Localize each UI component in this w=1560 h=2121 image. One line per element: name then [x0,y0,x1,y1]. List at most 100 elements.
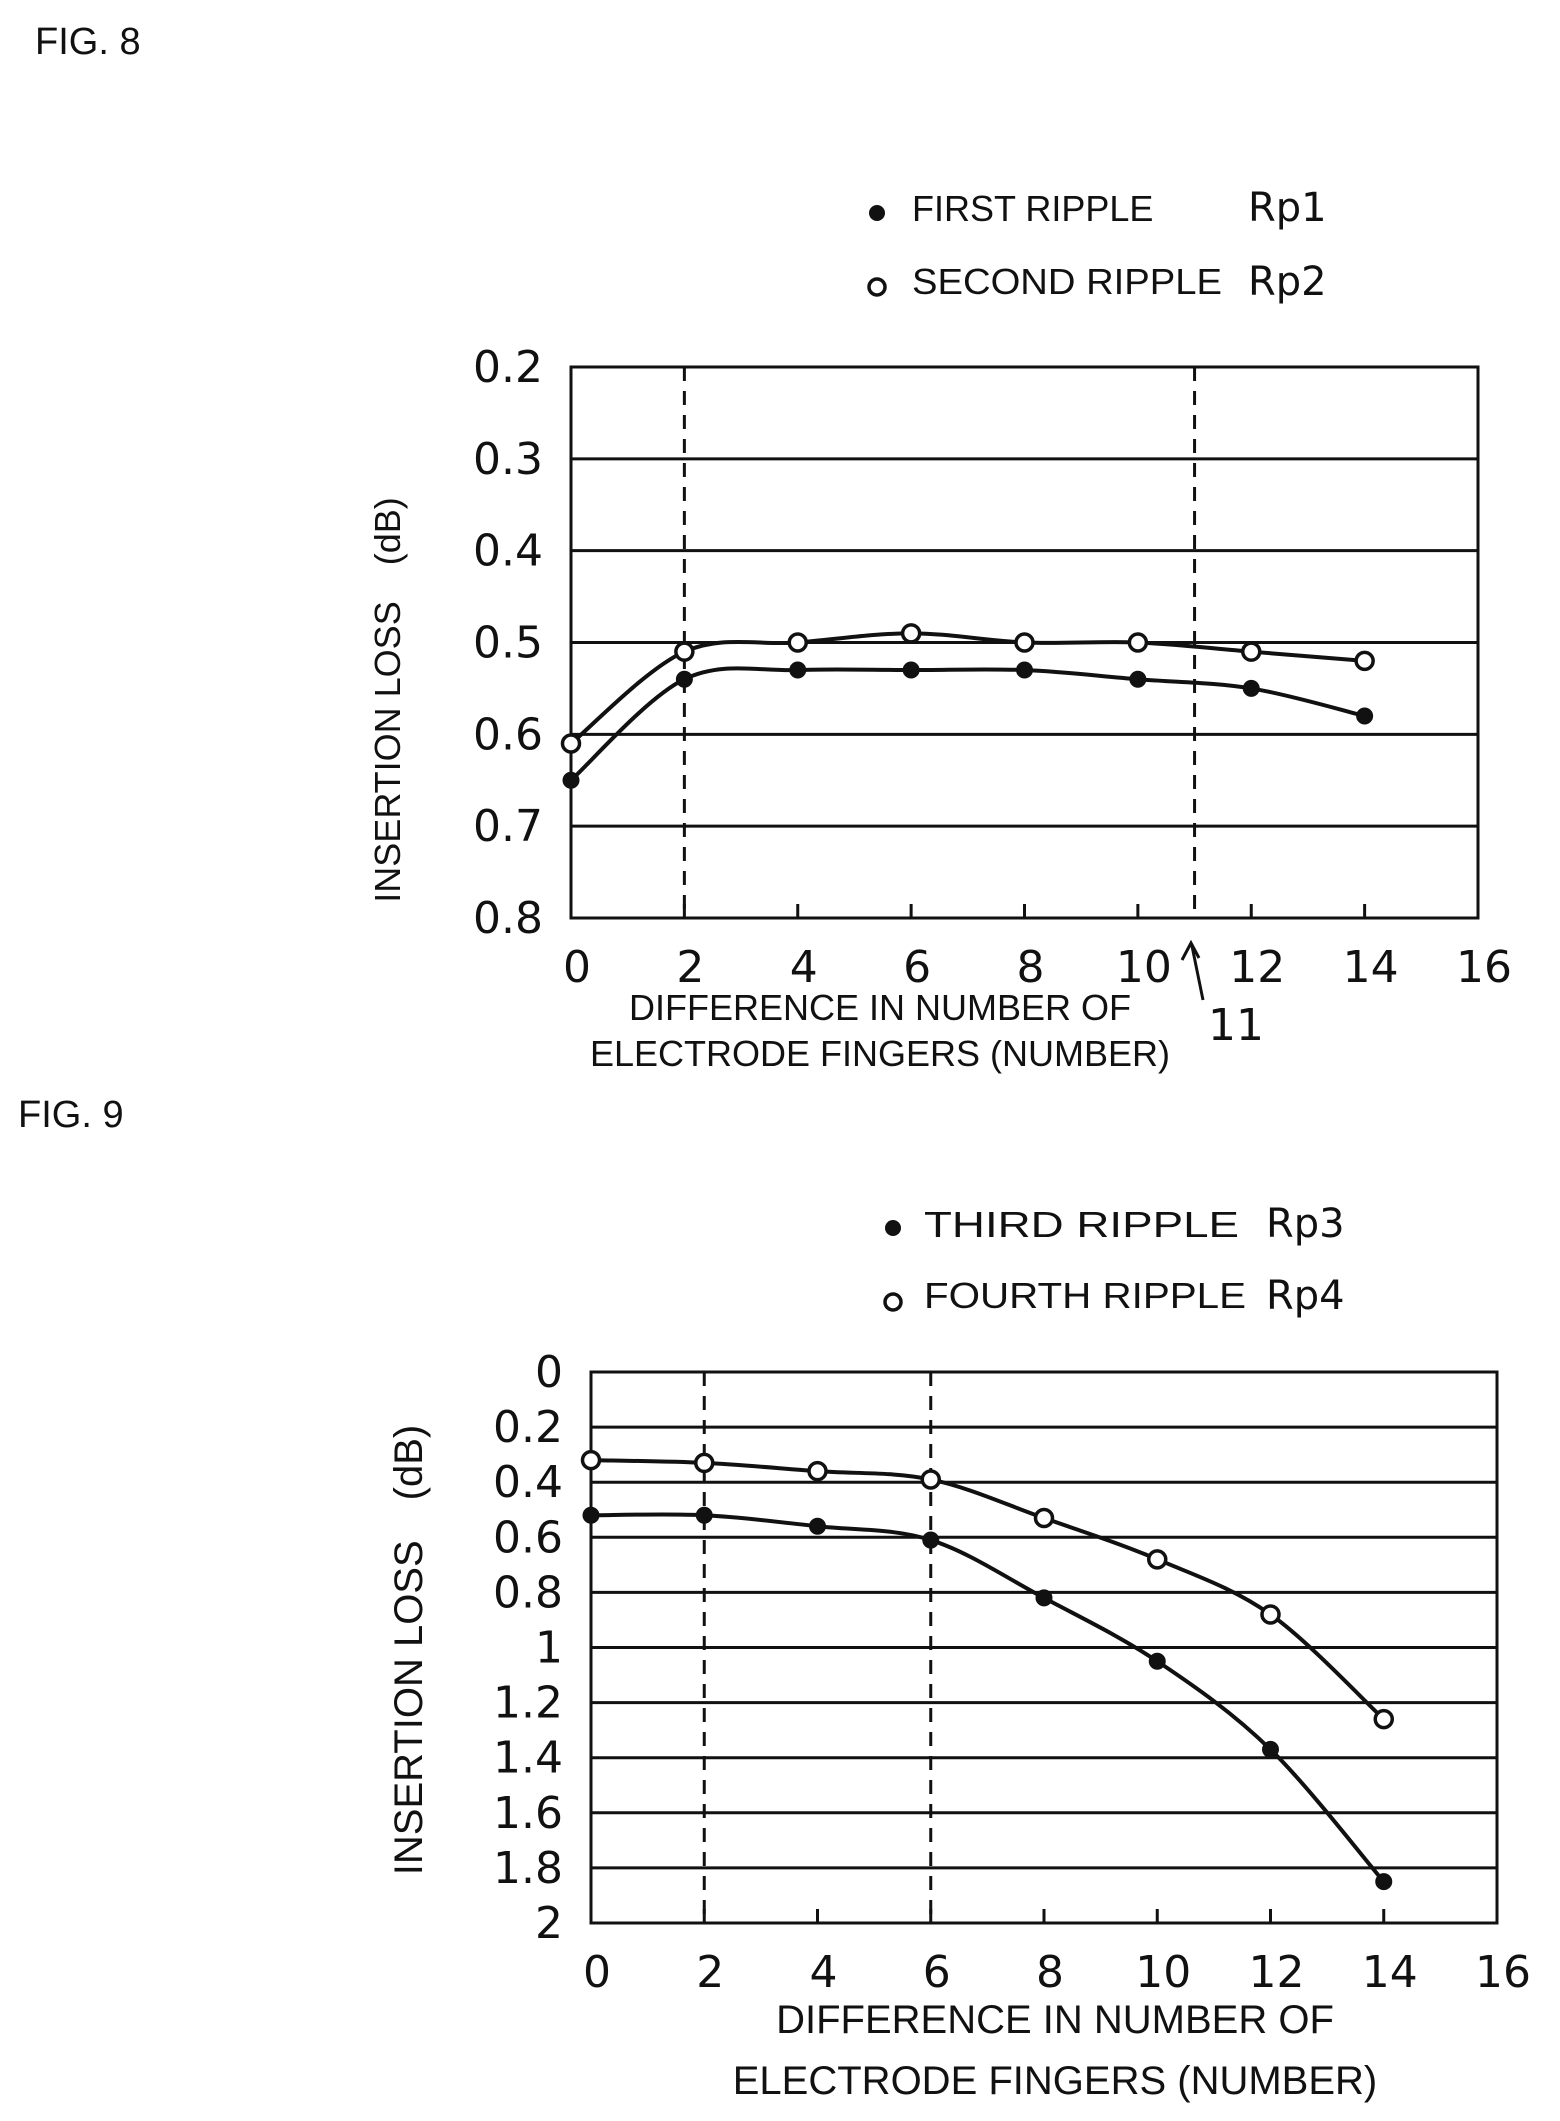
fig9-data-point-rp3 [1035,1589,1053,1607]
fig8-y-tick-label: 0.4 [473,526,543,577]
fig9-legend-marker-rp4 [883,1292,903,1312]
fig8-data-point-rp1 [1016,661,1033,679]
fig9-x-tick-label: 10 [1135,1947,1191,1998]
fig8-data-point-rp1 [902,661,920,679]
figure-9: FIG. 9 THIRD RIPPLE Rp3 FOURTH RIPPLE Rp… [18,1094,1531,2103]
fig9-series-line-rp3 [590,1512,1386,1883]
fig8-data-point-rp2 [1127,632,1149,653]
fig8-y-axis-label: INSERTION LOSS (dB) [367,497,408,902]
fig8-data-point-rp2 [787,632,808,653]
fig9-y-axis-label: INSERTION LOSS (dB) [387,1425,431,1875]
fig8-annotation-leader [1190,945,1205,1001]
fig9-y-tick-label: 1.2 [493,1678,563,1729]
fig8-data-point-rp2 [1014,632,1035,653]
fig9-data-point-rp3 [922,1531,940,1549]
fig9-x-tick-label: 2 [696,1947,724,1998]
fig8-data-point-rp2 [560,733,582,754]
fig8-data-point-rp1 [1356,707,1374,725]
fig9-data-point-rp3 [1375,1873,1393,1891]
fig8-data-point-rp1 [562,771,580,789]
fig8-data-point-rp1 [1242,679,1260,697]
fig9-y-tick-label: 1.6 [493,1788,563,1839]
fig9-x-tick-label: 14 [1362,1947,1418,1998]
fig8-x-tick-label: 4 [790,942,818,993]
fig9-data-point-rp4 [580,1449,602,1471]
fig8-legend-name-rp1: Rp1 [1248,185,1327,231]
fig9-data-point-rp3 [695,1506,713,1524]
fig9-x-tick-label: 12 [1249,1947,1305,1998]
fig9-dashed-lines [702,1372,933,1923]
fig8-data-point-rp1 [789,661,807,679]
fig8-series [560,623,1375,789]
fig8-annotation-text: 11 [1208,1000,1264,1051]
fig9-data-point-rp4 [694,1452,715,1474]
fig9-x-tick-label: 8 [1036,1947,1064,1998]
fig9-y-ticks: 00.20.40.60.811.21.41.61.82 [493,1347,563,1949]
fig8-y-tick-label: 0.3 [473,434,543,485]
fig8-legend-marker-rp2 [867,277,887,297]
fig9-x-tick-label: 0 [583,1947,611,1998]
fig8-x-tick-label: 0 [563,942,591,993]
fig9-legend-label-rp3: THIRD RIPPLE [924,1204,1239,1245]
fig9-grid [591,1425,1497,1870]
fig9-legend-label-rp4: FOURTH RIPPLE [924,1275,1246,1316]
fig9-data-point-rp4 [1373,1708,1394,1730]
fig9-y-tick-label: 1 [535,1623,563,1674]
fig8-y-tick-label: 0.5 [473,618,543,669]
fig9-label: FIG. 9 [18,1094,124,1136]
fig9-y-tick-label: 0.4 [493,1457,563,1508]
fig9-x-axis-label-line2: ELECTRODE FINGERS (NUMBER) [733,2059,1378,2103]
fig8-legend: FIRST RIPPLE Rp1 SECOND RIPPLE Rp2 [867,185,1327,305]
fig9-legend-marker-rp3 [885,1220,901,1236]
fig8-label: FIG. 8 [35,21,141,63]
fig8-data-point-rp2 [1241,641,1262,662]
fig8-legend-label-rp1: FIRST RIPPLE [912,188,1153,229]
fig9-legend-name-rp4: Rp4 [1266,1273,1345,1319]
fig9-legend-name-rp3: Rp3 [1266,1201,1345,1247]
fig9-data-point-rp4 [1260,1604,1281,1625]
fig8-x-tick-label: 14 [1343,942,1399,993]
fig8-annotation: 11 [1180,939,1264,1051]
fig8-y-tick-label: 0.7 [473,801,543,852]
fig8-y-tick-label: 0.8 [473,893,543,944]
fig9-y-tick-label: 1.4 [493,1733,563,1784]
fig9-y-tick-label: 0.6 [493,1512,563,1563]
fig8-data-point-rp2 [674,641,695,662]
figure-8: FIG. 8 FIRST RIPPLE Rp1 SECOND RIPPLE Rp… [35,21,1512,1074]
fig9-data-point-rp3 [809,1517,826,1535]
fig9-x-axis-label-line1: DIFFERENCE IN NUMBER OF [776,1998,1334,2042]
fig9-y-tick-label: 0.8 [493,1567,563,1618]
fig9-series [580,1449,1394,1891]
fig8-x-tick-label: 2 [676,942,704,993]
fig8-x-axis-label-line1: DIFFERENCE IN NUMBER OF [629,987,1131,1028]
fig8-data-point-rp1 [675,670,693,688]
fig8-data-point-rp2 [900,623,922,644]
fig8-x-ticks: 0 2 4 6 8 10 12 14 16 [563,904,1512,993]
fig8-x-tick-label: 10 [1116,942,1172,993]
fig8-legend-marker-rp1 [869,205,885,221]
fig9-legend: THIRD RIPPLE Rp3 FOURTH RIPPLE Rp4 [883,1201,1345,1319]
fig8-legend-name-rp2: Rp2 [1248,259,1327,305]
fig9-x-tick-label: 4 [810,1947,838,1998]
fig8-x-tick-label: 6 [903,942,931,993]
fig8-annotation-arrowhead [1180,939,1201,961]
fig9-data-point-rp3 [1262,1740,1279,1758]
fig9-data-point-rp4 [1147,1549,1168,1570]
fig8-x-axis-label-line2: ELECTRODE FINGERS (NUMBER) [590,1033,1170,1074]
fig8-y-tick-label: 0.6 [473,709,543,760]
fig9-y-tick-label: 2 [535,1898,563,1949]
fig8-x-tick-label: 8 [1017,942,1045,993]
fig8-x-tick-label: 16 [1456,942,1512,993]
fig9-data-point-rp4 [920,1469,941,1490]
fig9-y-tick-label: 1.8 [493,1843,563,1894]
fig8-legend-label-rp2: SECOND RIPPLE [912,261,1222,302]
fig9-y-tick-label: 0 [535,1347,563,1398]
fig9-x-tick-label: 6 [923,1947,951,1998]
fig9-data-point-rp4 [807,1460,828,1482]
fig8-y-ticks: 0.2 0.3 0.4 0.5 0.6 0.7 0.8 [473,342,543,944]
fig9-data-point-rp3 [582,1506,600,1524]
fig9-y-tick-label: 0.2 [493,1402,563,1453]
fig9-x-ticks: 0 2 4 6 8 10 12 14 16 [583,1909,1531,1998]
fig8-y-tick-label: 0.2 [473,342,543,393]
